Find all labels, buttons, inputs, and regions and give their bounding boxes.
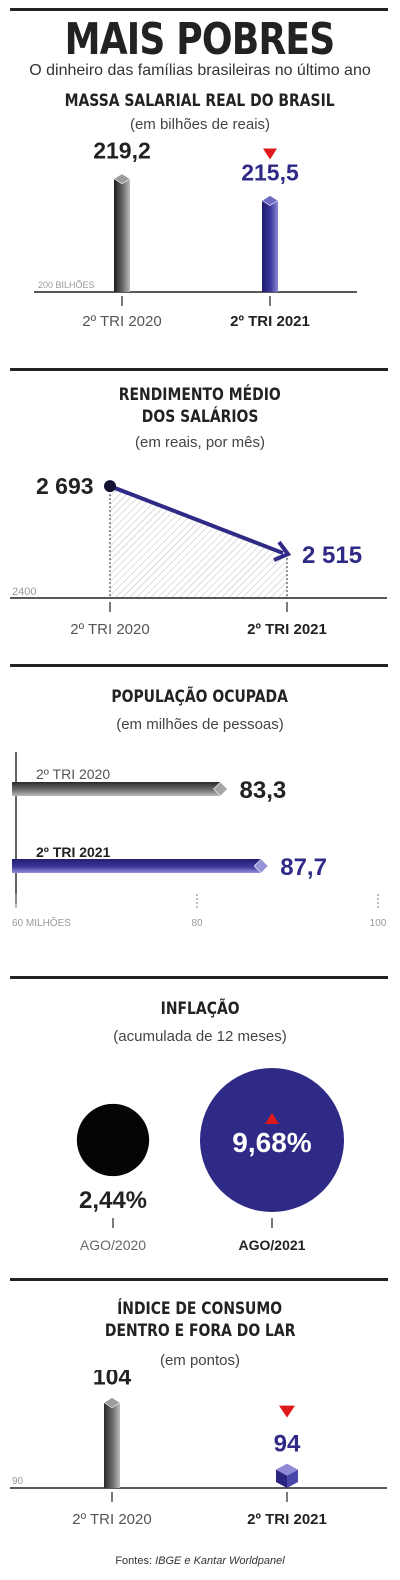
source-note: Fontes: IBGE e Kantar Worldpanel	[0, 1555, 400, 1567]
point-0	[104, 480, 116, 493]
arrow-head-icon	[273, 540, 292, 562]
bar-0-top	[113, 173, 131, 185]
category-label-1: 2º TRI 2021	[247, 1511, 327, 1528]
value-label-0: 2 693	[36, 473, 94, 499]
chart-inflacao: 2,44% AGO/2020 9,68% AGO/2021	[76, 1068, 344, 1253]
down-arrow-icon	[263, 148, 277, 160]
down-arrow-icon	[279, 1405, 295, 1418]
category-label-1: 2º TRI 2021	[230, 313, 310, 330]
category-label-0: 2º TRI 2020	[72, 1511, 151, 1528]
chart-title-line1: RENDIMENTO MÉDIO	[119, 385, 281, 405]
x-tick-label-1: 80	[191, 918, 203, 929]
bubble-0	[76, 1103, 150, 1177]
bar-cap-1	[253, 858, 269, 874]
chart-title: INFLAÇÃO	[160, 999, 240, 1019]
bar-right-1	[287, 1469, 298, 1488]
page-subtitle: O dinheiro das famílias brasileiras no ú…	[29, 62, 371, 79]
category-label-0: 2º TRI 2020	[36, 766, 110, 782]
section-rule	[10, 664, 388, 667]
area-fill	[110, 486, 287, 598]
bar-0	[12, 782, 221, 796]
category-label-1: AGO/2021	[239, 1237, 306, 1253]
value-label-1: 2 515	[302, 542, 362, 569]
category-label-1: 2º TRI 2021	[36, 844, 111, 860]
category-label-0: 2º TRI 2020	[70, 621, 149, 638]
chart-title-line2: DOS SALÁRIOS	[141, 407, 259, 427]
chart-title: POPULAÇÃO OCUPADA	[111, 687, 289, 707]
bar-1	[12, 859, 262, 873]
value-label-1: 87,7	[280, 854, 327, 881]
chart-populacao: 2º TRI 2020 83,3 2º TRI 2021 87,7 60 MILHÕES…	[12, 752, 387, 929]
section-rule	[10, 368, 388, 371]
bar-0-top	[103, 1397, 121, 1408]
top-rule	[10, 8, 388, 11]
chart-title-line1: ÍNDICE DE CONSUMO	[117, 1299, 283, 1319]
bar-0	[113, 173, 131, 292]
source-names: IBGE e Kantar Worldpanel	[155, 1555, 285, 1567]
value-label-1: 94	[274, 1431, 301, 1458]
bar-1	[261, 195, 279, 292]
value-label-1: 215,5	[241, 160, 299, 186]
category-label-0: AGO/2020	[80, 1237, 146, 1253]
x-tick-label-0: 60 MILHÕES	[12, 916, 71, 929]
chart-title: MASSA SALARIAL REAL DO BRASIL	[64, 91, 336, 111]
value-label-0: 83,3	[240, 777, 287, 804]
bar-cap-0	[213, 781, 228, 797]
page-title: MAIS POBRES	[65, 14, 336, 65]
baseline-label: 90	[12, 1476, 24, 1487]
bubble-1	[200, 1068, 344, 1212]
baseline-label: 200 BILHÕES	[38, 280, 95, 290]
series-line	[109, 484, 284, 555]
section-rule	[10, 976, 388, 979]
chart-massa-salarial: 200 BILHÕES 219,2 2º TRI 2020 215,5 2º TRI 2…	[34, 140, 357, 330]
baseline-label: 2400	[12, 586, 36, 598]
chart-consumo: 90 104 2º TRI 2020 94 2º TRI 2021	[10, 1370, 387, 1528]
x-tick-label-2: 100	[370, 918, 387, 929]
bar-0-body	[114, 178, 130, 292]
chart-subtitle: (em reais, por mês)	[134, 434, 266, 451]
chart-rendimento: 2400 2 693 2 515 2º TRI 2020 2º TRI 2021	[10, 473, 387, 638]
value-label-0: 104	[93, 1370, 132, 1390]
chart-title-line2: DENTRO E FORA DO LAR	[104, 1321, 296, 1341]
value-label-0: 219,2	[93, 140, 151, 164]
chart-subtitle: (em pontos)	[159, 1352, 241, 1369]
bar-0-body	[104, 1402, 120, 1488]
chart-subtitle: (em bilhões de reais)	[129, 116, 271, 133]
chart-subtitle: (acumulada de 12 meses)	[113, 1028, 287, 1045]
bar-top-1	[276, 1463, 298, 1476]
chart-subtitle: (em milhões de pessoas)	[116, 716, 284, 733]
category-label-0: 2º TRI 2020	[82, 313, 161, 330]
bar-1-body	[262, 200, 278, 292]
section-rule	[10, 1278, 388, 1281]
source-prefix: Fontes:	[115, 1555, 156, 1567]
bar-0	[103, 1397, 121, 1488]
category-label-1: 2º TRI 2021	[247, 621, 327, 638]
bar-1	[276, 1463, 298, 1488]
bar-1-top	[261, 195, 279, 206]
value-label-0: 2,44%	[79, 1187, 147, 1214]
up-arrow-icon	[265, 1113, 279, 1124]
bar-left-1	[276, 1469, 287, 1488]
value-label-1: 9,68%	[232, 1127, 311, 1158]
